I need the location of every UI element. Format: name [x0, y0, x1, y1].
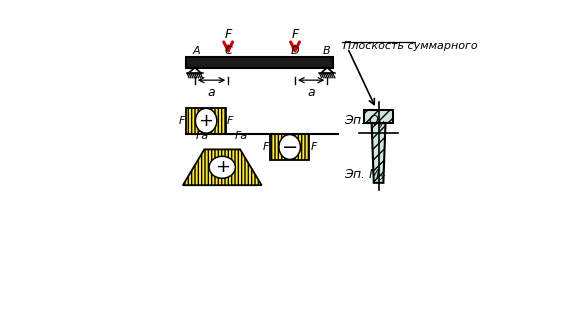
- Bar: [187, 57, 334, 68]
- Ellipse shape: [209, 156, 235, 178]
- Text: F: F: [262, 142, 269, 152]
- Text: A: A: [193, 46, 201, 56]
- Ellipse shape: [195, 108, 217, 133]
- Text: F: F: [225, 29, 232, 42]
- Polygon shape: [183, 149, 262, 185]
- Bar: [270, 134, 309, 160]
- Bar: [187, 108, 226, 134]
- Text: F: F: [310, 142, 317, 152]
- Ellipse shape: [279, 135, 301, 159]
- Text: +: +: [215, 158, 229, 176]
- Text: F: F: [227, 116, 234, 126]
- Text: F: F: [179, 116, 185, 126]
- Text: D: D: [291, 46, 299, 56]
- Polygon shape: [372, 123, 386, 183]
- Text: B: B: [323, 46, 330, 56]
- Polygon shape: [321, 68, 334, 73]
- Text: Эп. $M_x$: Эп. $M_x$: [344, 168, 387, 183]
- Text: +: +: [199, 112, 214, 130]
- Text: Плоскость суммарного: Плоскость суммарного: [343, 41, 477, 51]
- Text: Fa: Fa: [195, 131, 209, 141]
- Text: Эп. $Q_y$: Эп. $Q_y$: [344, 113, 386, 131]
- Polygon shape: [188, 68, 202, 73]
- Text: C: C: [224, 46, 232, 56]
- Bar: [364, 110, 394, 123]
- Text: F: F: [291, 29, 299, 42]
- Text: −: −: [281, 138, 298, 157]
- Text: Fa: Fa: [235, 131, 248, 141]
- Text: a: a: [208, 86, 215, 99]
- Text: a: a: [307, 86, 315, 99]
